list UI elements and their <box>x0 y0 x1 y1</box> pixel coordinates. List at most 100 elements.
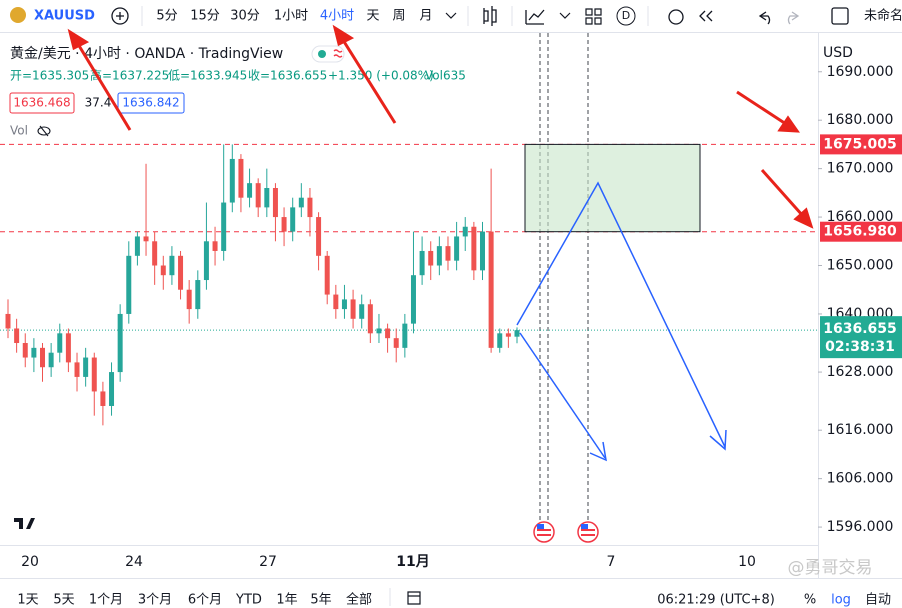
interval[interactable]: 天 <box>366 9 379 24</box>
annotation-arrows <box>67 24 814 229</box>
layout-icon[interactable] <box>831 7 849 25</box>
arrow <box>736 90 787 126</box>
ohlc-value: Vol635 <box>425 69 466 83</box>
sell-price[interactable]: 1636.468 <box>13 96 70 110</box>
interval[interactable]: 15分 <box>190 9 220 24</box>
d-button[interactable]: D <box>622 9 630 22</box>
candle-body <box>445 246 451 261</box>
candle-body <box>505 333 511 337</box>
interval[interactable]: 5分 <box>156 9 177 24</box>
candle-body <box>436 246 442 266</box>
range-button[interactable]: 3个月 <box>138 593 172 608</box>
candle-body <box>160 265 166 276</box>
buy-box[interactable] <box>117 92 185 114</box>
candle-body <box>229 158 235 203</box>
interval-dropdown[interactable] <box>445 12 457 19</box>
range-button[interactable]: YTD <box>235 593 262 608</box>
range-button[interactable]: 1个月 <box>89 593 123 608</box>
candle-body <box>428 250 434 266</box>
symbol[interactable]: XAUUSD <box>34 9 95 24</box>
goto-date-icon[interactable] <box>407 591 421 605</box>
range-button[interactable]: 5年 <box>310 593 331 608</box>
y-tick-label: 1616.000 <box>827 422 894 438</box>
tv-logo[interactable] <box>14 518 35 529</box>
interval[interactable]: 1小时 <box>274 9 308 24</box>
price-line-label: 1656.980 <box>823 224 897 240</box>
hide-volume[interactable] <box>37 125 51 137</box>
candle-body <box>5 313 11 329</box>
price-line-tag <box>820 221 902 242</box>
add-symbol-plus <box>116 12 124 20</box>
event-flag-stripes <box>581 529 595 536</box>
range-button[interactable]: 6个月 <box>188 593 222 608</box>
layout-name[interactable]: 未命名 <box>864 8 902 24</box>
price-line-tag <box>820 134 902 155</box>
interval[interactable]: 周 <box>392 9 405 24</box>
candle-body <box>264 188 270 208</box>
candle-body <box>497 333 503 348</box>
interval[interactable]: 4小时 <box>320 9 354 24</box>
indicators-dropdown[interactable] <box>559 12 571 19</box>
redo-button[interactable] <box>787 11 800 25</box>
chart-type-button[interactable] <box>483 6 497 26</box>
market-status[interactable] <box>311 45 345 63</box>
percent-toggle[interactable]: % <box>804 593 816 608</box>
candle-body <box>462 226 468 237</box>
arrowhead <box>67 28 90 51</box>
add-symbol[interactable] <box>111 7 129 25</box>
forecast-path[interactable] <box>516 181 726 448</box>
candle-body <box>57 333 63 353</box>
range-button[interactable]: 全部 <box>346 592 372 608</box>
candle-body <box>126 255 132 314</box>
candle-body <box>333 294 339 310</box>
alert-button[interactable] <box>668 9 684 25</box>
y-tick-label: 1690.000 <box>827 64 894 80</box>
interval[interactable]: 月 <box>419 9 432 24</box>
x-tick-label: 7 <box>607 554 616 570</box>
candle-body <box>143 236 149 242</box>
auto-toggle[interactable]: 自动 <box>865 593 891 608</box>
range-button[interactable]: 5天 <box>53 593 74 608</box>
candle-body <box>152 241 158 266</box>
arrowhead <box>332 24 355 47</box>
forecast-path[interactable] <box>519 332 606 459</box>
sell-box[interactable] <box>9 92 75 114</box>
current-price-tag <box>820 316 902 359</box>
candle-body <box>195 280 201 310</box>
candle-body <box>31 347 37 358</box>
log-toggle[interactable]: log <box>831 593 851 608</box>
ohlc-value: +1.350 (+0.08%) <box>328 69 434 83</box>
candle-body <box>178 255 184 290</box>
candle-body <box>65 333 71 363</box>
candle-body <box>186 289 192 310</box>
candle-body <box>341 299 347 310</box>
watermark: @勇哥交易 <box>788 558 873 578</box>
buy-price[interactable]: 1636.842 <box>122 96 179 110</box>
candle-body <box>247 183 253 198</box>
y-tick-label: 1660.000 <box>827 209 894 225</box>
candle-body <box>410 275 416 324</box>
candle-body <box>134 236 140 256</box>
y-tick-label: 1670.000 <box>827 161 894 177</box>
zone-rectangle[interactable] <box>524 143 701 233</box>
interval[interactable]: 30分 <box>230 9 260 24</box>
undo-button[interactable] <box>758 11 771 25</box>
candle-body <box>14 328 20 344</box>
ohlc-value: 低=1633.945 <box>168 69 247 83</box>
currency[interactable]: USD <box>823 45 853 61</box>
replay-button[interactable] <box>699 10 713 22</box>
indicators-button[interactable] <box>525 9 545 25</box>
range-button[interactable]: 1年 <box>276 593 297 608</box>
candle-body <box>255 183 261 208</box>
candle-body <box>109 372 115 406</box>
range-button[interactable]: 1天 <box>17 593 38 608</box>
candle-body <box>419 250 425 276</box>
symbol-icon <box>10 7 26 23</box>
layout-button[interactable] <box>585 8 602 25</box>
volume-label: Vol <box>10 124 28 138</box>
delayed-icon <box>333 49 343 58</box>
candle-body <box>212 241 218 251</box>
arrowhead <box>793 207 814 229</box>
candle-body <box>272 188 278 218</box>
